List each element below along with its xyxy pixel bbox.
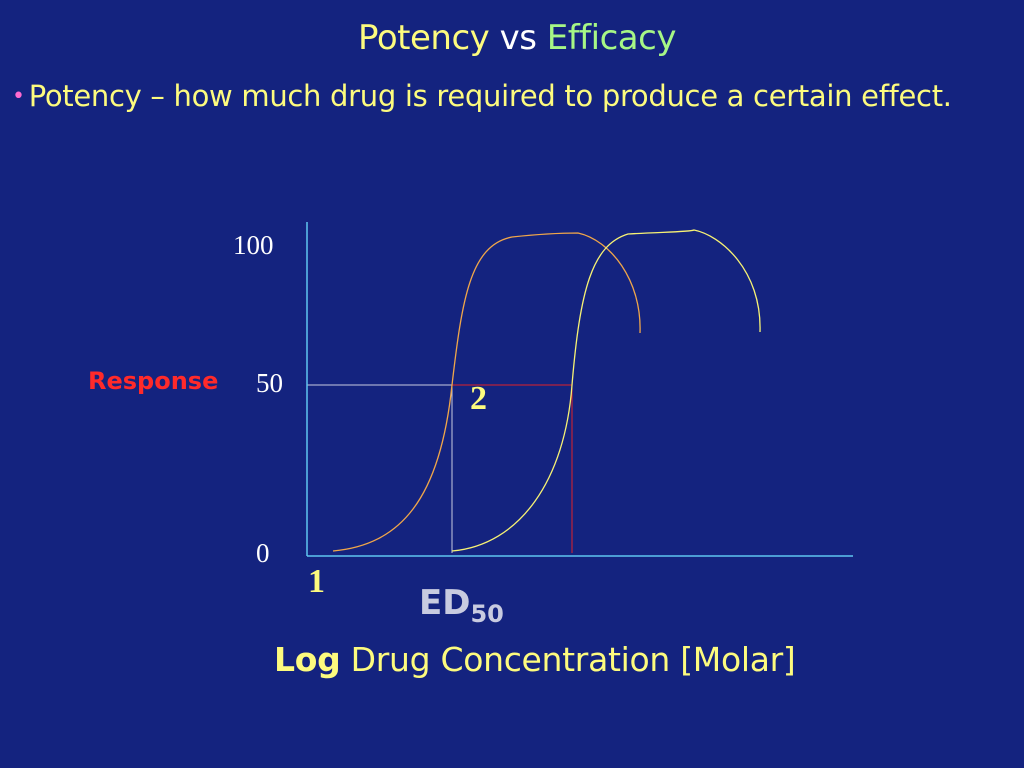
ed50-label: ED50 — [419, 583, 504, 628]
marker-2: 2 — [470, 380, 487, 417]
title-vs: vs — [499, 18, 537, 58]
bullet-text: Potency – how much drug is required to p… — [28, 79, 952, 113]
slide-title: Potency vs Efficacy — [0, 18, 1024, 58]
x-axis-label: Log Drug Concentration [Molar] — [274, 640, 796, 679]
dose-response-curve-2 — [451, 229, 761, 552]
ed50-subscript: 50 — [470, 600, 504, 628]
y-tick-50: 50 — [256, 368, 283, 398]
y-tick-100: 100 — [233, 230, 274, 260]
title-potency: Potency — [358, 18, 490, 58]
marker-1: 1 — [308, 563, 325, 600]
bullet-dot-icon: • — [12, 84, 25, 109]
y-tick-0: 0 — [256, 538, 270, 568]
y-axis-label: Response — [88, 367, 219, 395]
bullet-potency-definition: • Potency – how much drug is required to … — [12, 76, 1012, 120]
x-axis-label-rest: Drug Concentration [Molar] — [350, 640, 796, 679]
title-efficacy: Efficacy — [546, 18, 677, 58]
dose-response-curve-1 — [332, 232, 641, 552]
x-axis-label-log: Log — [274, 640, 341, 679]
ed50-main: ED — [419, 583, 471, 623]
